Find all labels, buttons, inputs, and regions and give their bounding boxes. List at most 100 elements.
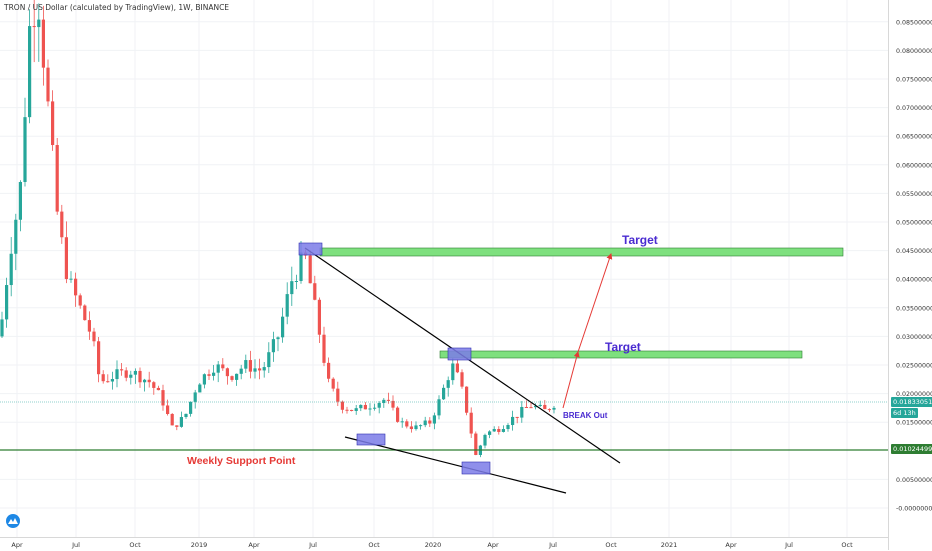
candle-body	[432, 415, 436, 424]
candle-body	[497, 429, 501, 432]
support-trendline	[344, 436, 567, 494]
candle-body	[331, 378, 335, 389]
candle-body	[115, 369, 119, 380]
candle-body	[455, 363, 459, 373]
candle-body	[207, 374, 211, 376]
candle-body	[299, 252, 303, 281]
candle-body	[133, 370, 137, 375]
candle-body	[5, 285, 9, 320]
candle-body	[198, 384, 202, 393]
candle-body	[515, 416, 519, 418]
candle-body	[377, 403, 381, 408]
candle-body	[492, 429, 496, 432]
candle-body	[14, 219, 18, 254]
candle-body	[78, 295, 82, 306]
candle-body	[147, 379, 151, 383]
candle-body	[488, 431, 492, 435]
candle-body	[271, 339, 275, 353]
candle-body	[170, 413, 174, 426]
candle-body	[74, 278, 78, 296]
current-price-badge: 0.01833051	[891, 397, 932, 407]
candle-body	[120, 369, 124, 371]
candle-body	[327, 362, 331, 379]
candle-body	[428, 420, 432, 424]
candle-body	[179, 417, 183, 427]
target-zone-lower	[439, 350, 803, 359]
candle-body	[423, 420, 427, 426]
candle-body	[143, 379, 147, 383]
target-arrow-upper	[577, 253, 613, 353]
countdown-badge: 6d 13h	[891, 408, 918, 418]
candle-body	[313, 283, 317, 300]
pivot-box	[298, 242, 323, 256]
candle-body	[396, 407, 400, 422]
chart-title: TRON / US Dollar (calculated by TradingV…	[4, 3, 230, 12]
candle-body	[101, 374, 105, 382]
candle-body	[51, 101, 55, 146]
candle-body	[281, 316, 285, 338]
candle-body	[276, 337, 280, 340]
candle-body	[225, 368, 229, 377]
candle-body	[442, 387, 446, 400]
candle-body	[285, 294, 289, 317]
candle-body	[322, 334, 326, 363]
pivot-box	[356, 433, 386, 446]
candle-body	[465, 386, 469, 413]
candle-body	[419, 425, 423, 427]
candle-body	[83, 305, 87, 321]
candle-body	[405, 421, 409, 427]
candle-body	[451, 363, 455, 381]
candle-body	[317, 299, 321, 335]
candle-body	[400, 421, 404, 423]
candle-body	[106, 381, 110, 383]
candle-body	[97, 341, 101, 375]
candle-body	[202, 374, 206, 385]
candle-body	[538, 404, 542, 406]
candle-body	[18, 181, 22, 220]
candle-body	[534, 405, 538, 408]
candle-body	[152, 382, 156, 388]
candle-body	[46, 67, 50, 102]
candle-body	[460, 372, 464, 387]
time-axis[interactable]	[0, 537, 888, 551]
candle-body	[506, 425, 510, 430]
candle-body	[437, 399, 441, 416]
candle-body	[110, 379, 114, 382]
candle-body	[350, 409, 354, 411]
candle-body	[409, 426, 413, 430]
support-price-badge: 0.01024499	[891, 444, 932, 454]
price-chart[interactable]: Target Target BREAK Out Weekly Support Poin…	[0, 0, 888, 537]
candle-body	[23, 117, 27, 182]
candle-body	[0, 319, 4, 337]
candle-body	[474, 433, 478, 455]
candle-body	[373, 407, 377, 409]
candle-body	[363, 404, 367, 410]
candle-body	[216, 364, 220, 373]
candle-body	[64, 237, 68, 280]
price-axis[interactable]	[888, 0, 932, 550]
candle-body	[446, 380, 450, 388]
candle-body	[37, 19, 41, 28]
candle-body	[354, 408, 358, 411]
candle-body	[262, 367, 266, 371]
candle-body	[340, 401, 344, 410]
pivot-box	[447, 347, 472, 361]
candle-body	[156, 387, 160, 391]
candle-body	[308, 255, 312, 284]
candle-body	[244, 360, 248, 369]
candle-body	[294, 280, 298, 282]
candle-body	[41, 19, 45, 68]
candle-body	[469, 412, 473, 434]
candle-body	[368, 408, 372, 410]
target-zone-upper	[319, 247, 844, 257]
candle-body	[184, 413, 188, 418]
candle-body	[239, 368, 243, 374]
candle-body	[359, 404, 363, 409]
candle-body	[166, 405, 170, 414]
candle-body	[483, 434, 487, 446]
candle-body	[248, 360, 252, 372]
candle-body	[87, 320, 91, 332]
candle-body	[386, 399, 390, 401]
candle-body	[230, 376, 234, 380]
candle-body	[253, 368, 257, 372]
